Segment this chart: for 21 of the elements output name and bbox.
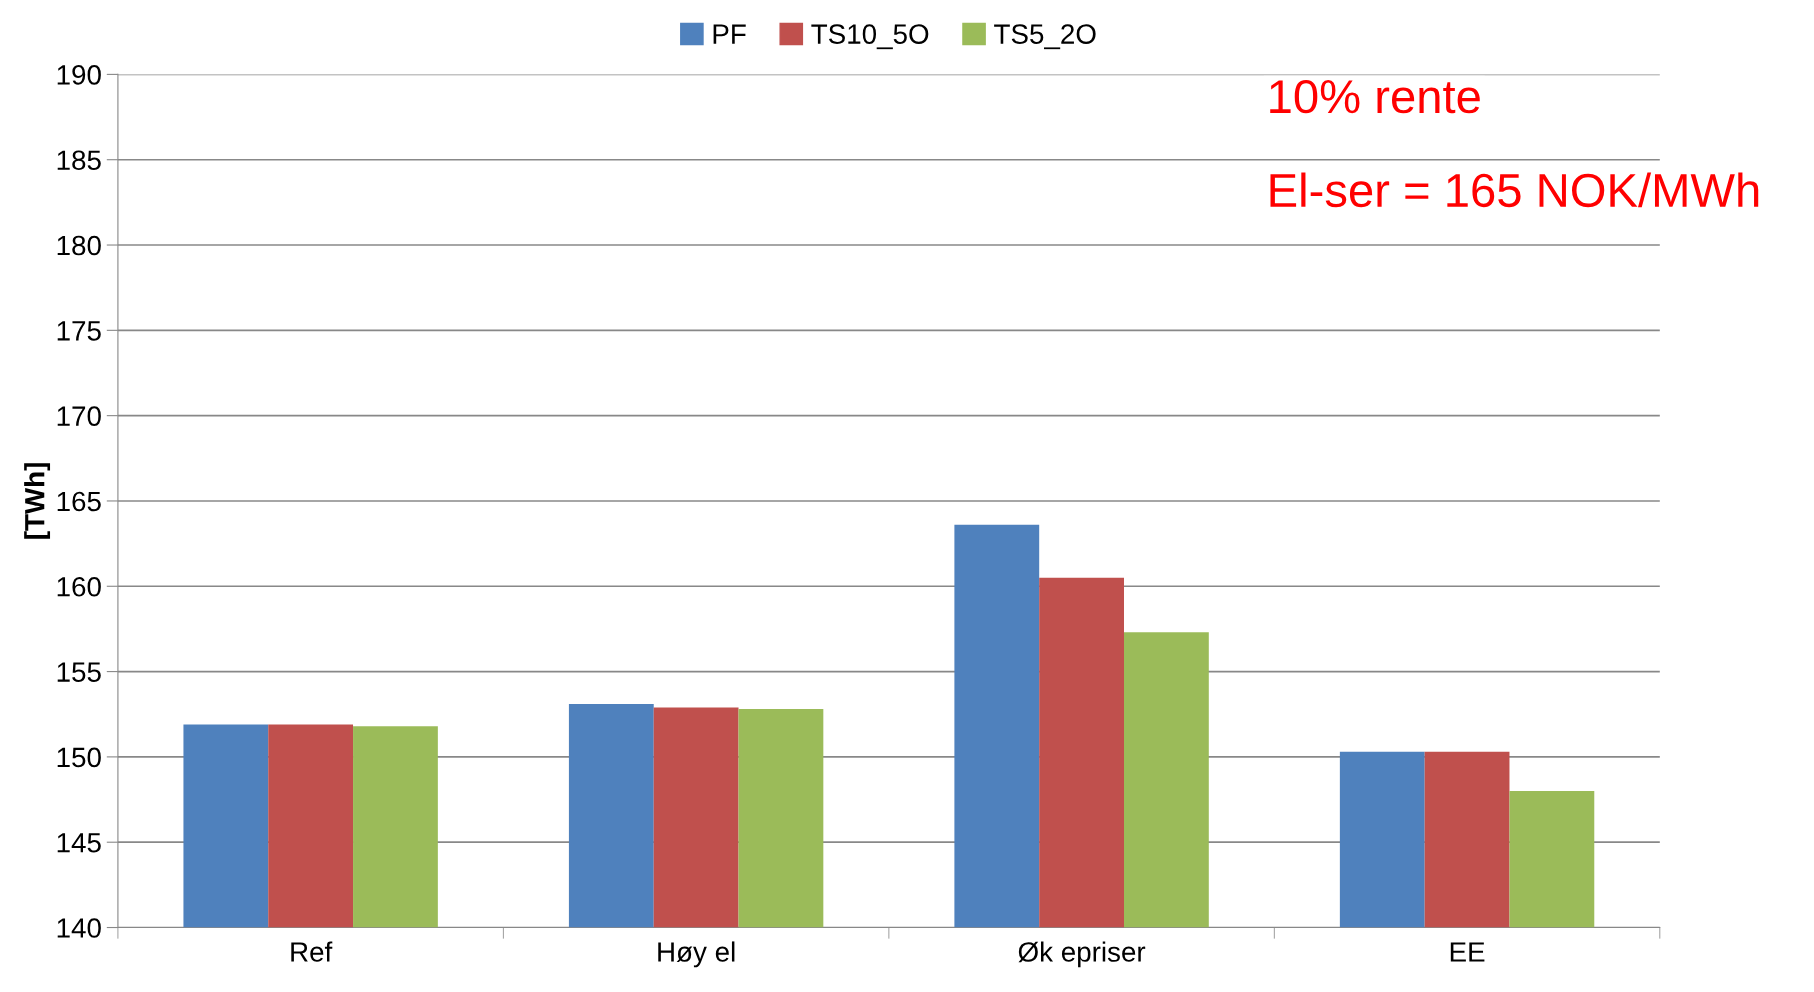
legend-label: TS5_2O <box>994 24 1096 50</box>
y-tick-label: 190 <box>57 65 101 85</box>
annotation: 10% rente <box>1270 79 1480 114</box>
y-tick-label: 150 <box>57 747 101 768</box>
x-tick-label: Øk epriser <box>1018 941 1146 968</box>
y-tick-label: 140 <box>57 918 101 938</box>
legend-label: PF <box>713 24 746 44</box>
x-tick-label: Høy el <box>658 941 735 968</box>
annotation: El-ser = 165 NOK/MWh <box>1270 172 1759 208</box>
y-tick-label: 160 <box>57 576 101 597</box>
y-tick-label: 155 <box>57 662 101 682</box>
y-tick-label: 175 <box>57 321 101 341</box>
x-tick-label: Ref <box>291 941 333 962</box>
x-tick-label: EE <box>1450 942 1485 962</box>
y-axis-title: [TWh] <box>24 463 51 539</box>
y-tick-label: 165 <box>57 491 101 512</box>
y-tick-label: 185 <box>57 150 101 171</box>
y-tick-label: 145 <box>57 833 101 853</box>
y-tick-label: 180 <box>57 235 101 256</box>
y-tick-label: 170 <box>57 406 101 426</box>
legend-label: TS10_5O <box>811 24 929 50</box>
